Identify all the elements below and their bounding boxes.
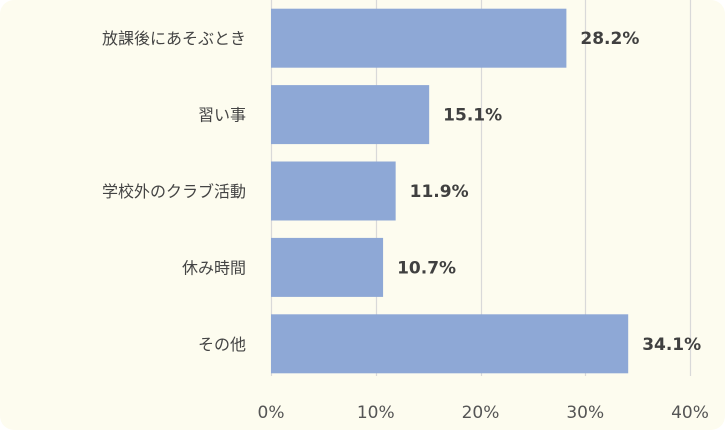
x-tick-label: 20% — [462, 403, 500, 423]
bars — [271, 8, 629, 374]
data-label: 28.2% — [580, 29, 639, 49]
bar — [271, 237, 384, 297]
x-tick-label: 30% — [566, 403, 604, 423]
data-label: 11.9% — [410, 182, 469, 202]
bar — [271, 314, 629, 374]
category-label: 習い事 — [198, 106, 246, 125]
data-label: 10.7% — [397, 258, 456, 278]
x-tick-label: 0% — [258, 403, 285, 423]
x-tick-label: 10% — [357, 403, 395, 423]
category-label: その他 — [198, 335, 246, 354]
labels: 0% 10% 20% 30% 40% 放課後にあそぶとき 28.2% 習い事 15.1% 学校外の… — [102, 29, 709, 423]
bar — [271, 8, 567, 68]
bar — [271, 85, 430, 145]
bar — [271, 161, 396, 221]
data-label: 34.1% — [642, 335, 701, 355]
category-label: 休み時間 — [182, 258, 246, 277]
data-label: 15.1% — [443, 106, 502, 126]
category-label: 放課後にあそぶとき — [102, 29, 246, 48]
category-label: 学校外のクラブ活動 — [102, 182, 246, 201]
x-tick-label: 40% — [671, 403, 709, 423]
